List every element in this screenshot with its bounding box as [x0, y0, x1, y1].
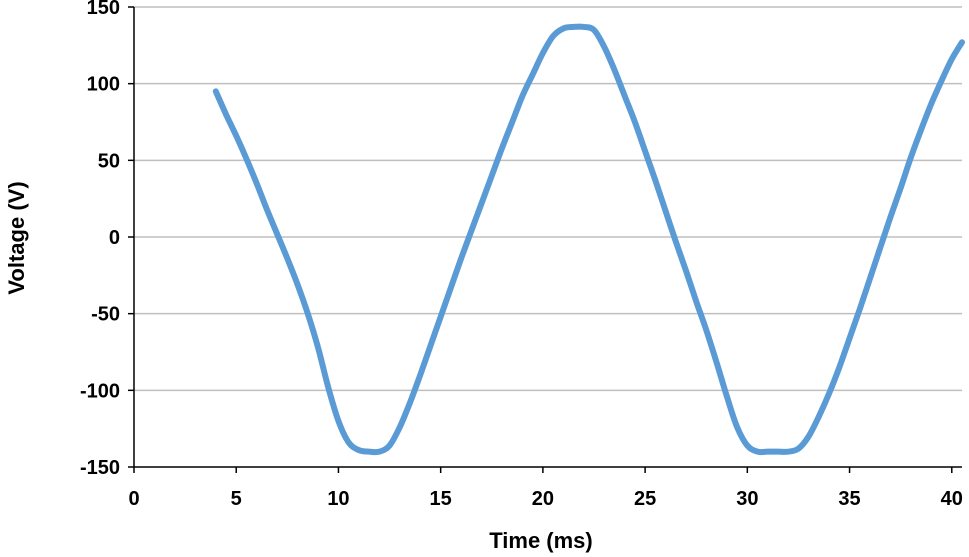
x-tick-label-4: 20: [532, 488, 554, 510]
x-tick-label-2: 10: [327, 488, 349, 510]
x-tick-label-5: 25: [634, 488, 656, 510]
y-tick-label-5: 100: [87, 74, 120, 96]
y-tick-label-6: 150: [87, 0, 120, 19]
y-tick-label-0: -150: [80, 457, 120, 479]
y-tick-label-3: 0: [109, 227, 120, 249]
gridlines: [134, 6, 962, 392]
x-tick-label-0: 0: [128, 488, 139, 510]
axes: [128, 6, 962, 473]
y-tick-label-4: 50: [98, 150, 120, 172]
series-layer: [212, 23, 965, 456]
y-tick-label-2: -50: [91, 304, 120, 326]
x-tick-label-7: 35: [838, 488, 860, 510]
y-axis-title: Voltage (V): [4, 181, 29, 294]
x-tick-label-3: 15: [430, 488, 452, 510]
series-line-0: [212, 23, 965, 456]
x-tick-label-1: 5: [231, 488, 242, 510]
x-axis-title: Time (ms): [489, 528, 593, 553]
x-tick-label-8: 40: [941, 488, 963, 510]
y-tick-label-1: -100: [80, 380, 120, 402]
x-tick-label-6: 30: [736, 488, 758, 510]
y-tick-labels: -150 -100 -50 0 50 100 150: [80, 0, 120, 479]
x-tick-labels: 0 5 10 15 20 25 30 35 40: [128, 488, 962, 510]
